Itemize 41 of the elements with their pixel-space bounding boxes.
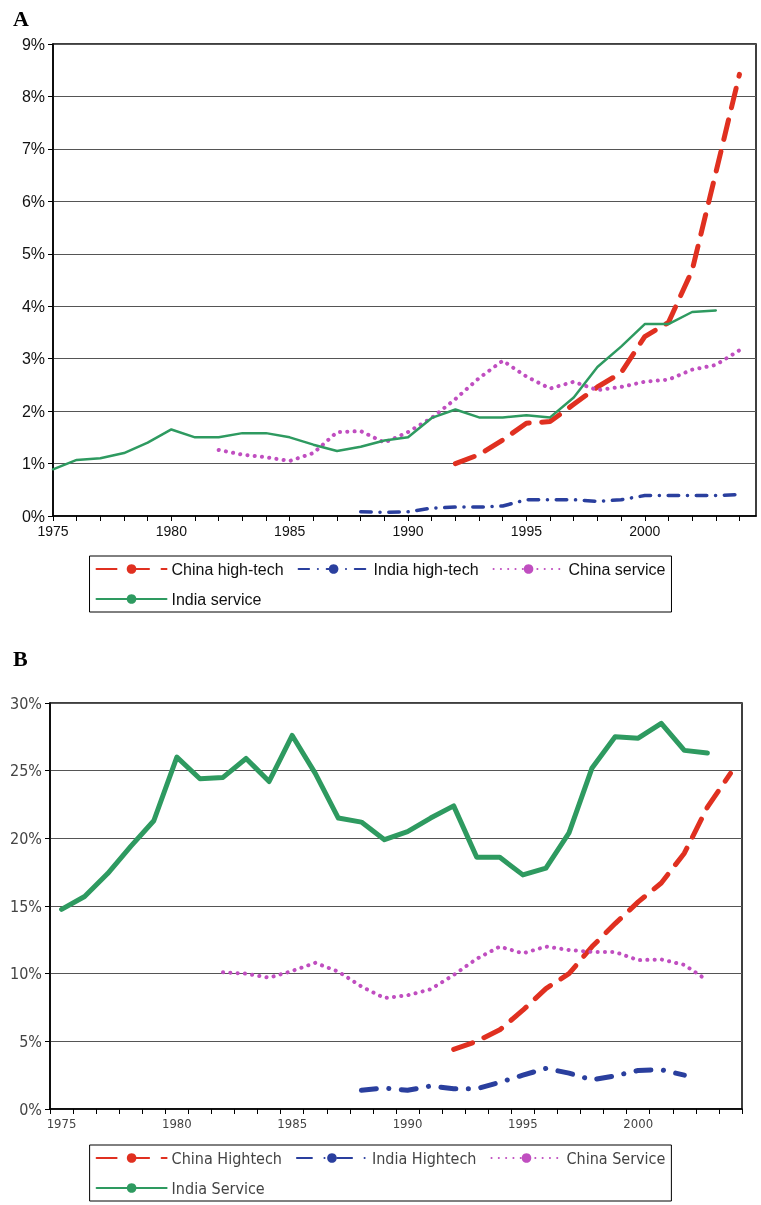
y-tick-label: 4% (21, 297, 45, 315)
x-tick-label: 1985 (274, 523, 306, 539)
y-tick-label: 25% (10, 761, 42, 781)
x-tick-label: 1975 (37, 523, 69, 539)
y-tick-label: 8% (21, 87, 45, 105)
legend-label: India Service (171, 1178, 265, 1198)
y-tick-label: 10% (10, 964, 42, 984)
y-tick-label: 20% (10, 828, 42, 848)
y-tick-label: 3% (21, 350, 45, 368)
y-tick-label: 2% (21, 402, 45, 420)
x-tick-label: 1985 (277, 1116, 308, 1131)
legend-label: China Service (566, 1148, 666, 1168)
chart-title: B (13, 645, 28, 671)
y-tick-label: 6% (21, 192, 45, 210)
y-tick-label: 9% (21, 35, 45, 53)
y-tick-label: 15% (10, 896, 42, 916)
y-tick-label: 7% (21, 140, 45, 158)
x-tick-label: 1990 (392, 1116, 423, 1131)
x-tick-label: 1995 (507, 1116, 538, 1131)
x-tick-label: 2000 (629, 523, 661, 539)
y-tick-label: 5% (21, 245, 45, 263)
y-tick-label: 0% (19, 1099, 42, 1119)
y-tick-label: 1% (21, 455, 45, 473)
x-tick-label: 1990 (392, 523, 424, 539)
x-tick-label: 1980 (161, 1116, 192, 1131)
legend-label: China service (568, 560, 666, 578)
line-series (51, 309, 718, 471)
legend-label: China high-tech (171, 560, 284, 578)
y-tick-label: 30% (10, 693, 42, 713)
chart-title: A (13, 5, 29, 31)
x-tick-label: 1995 (510, 523, 543, 539)
x-tick-label: 2000 (623, 1116, 654, 1131)
y-tick-label: 5% (19, 1031, 42, 1051)
legend-label: India Hightech (371, 1148, 477, 1168)
legend-label: India high-tech (373, 560, 479, 578)
y-tick-label: 0% (21, 507, 45, 525)
legend-label: India service (171, 590, 262, 608)
line-series (216, 348, 742, 463)
legend-label: China Hightech (171, 1148, 282, 1168)
x-tick-label: 1975 (46, 1116, 77, 1131)
x-tick-label: 1980 (155, 523, 188, 539)
